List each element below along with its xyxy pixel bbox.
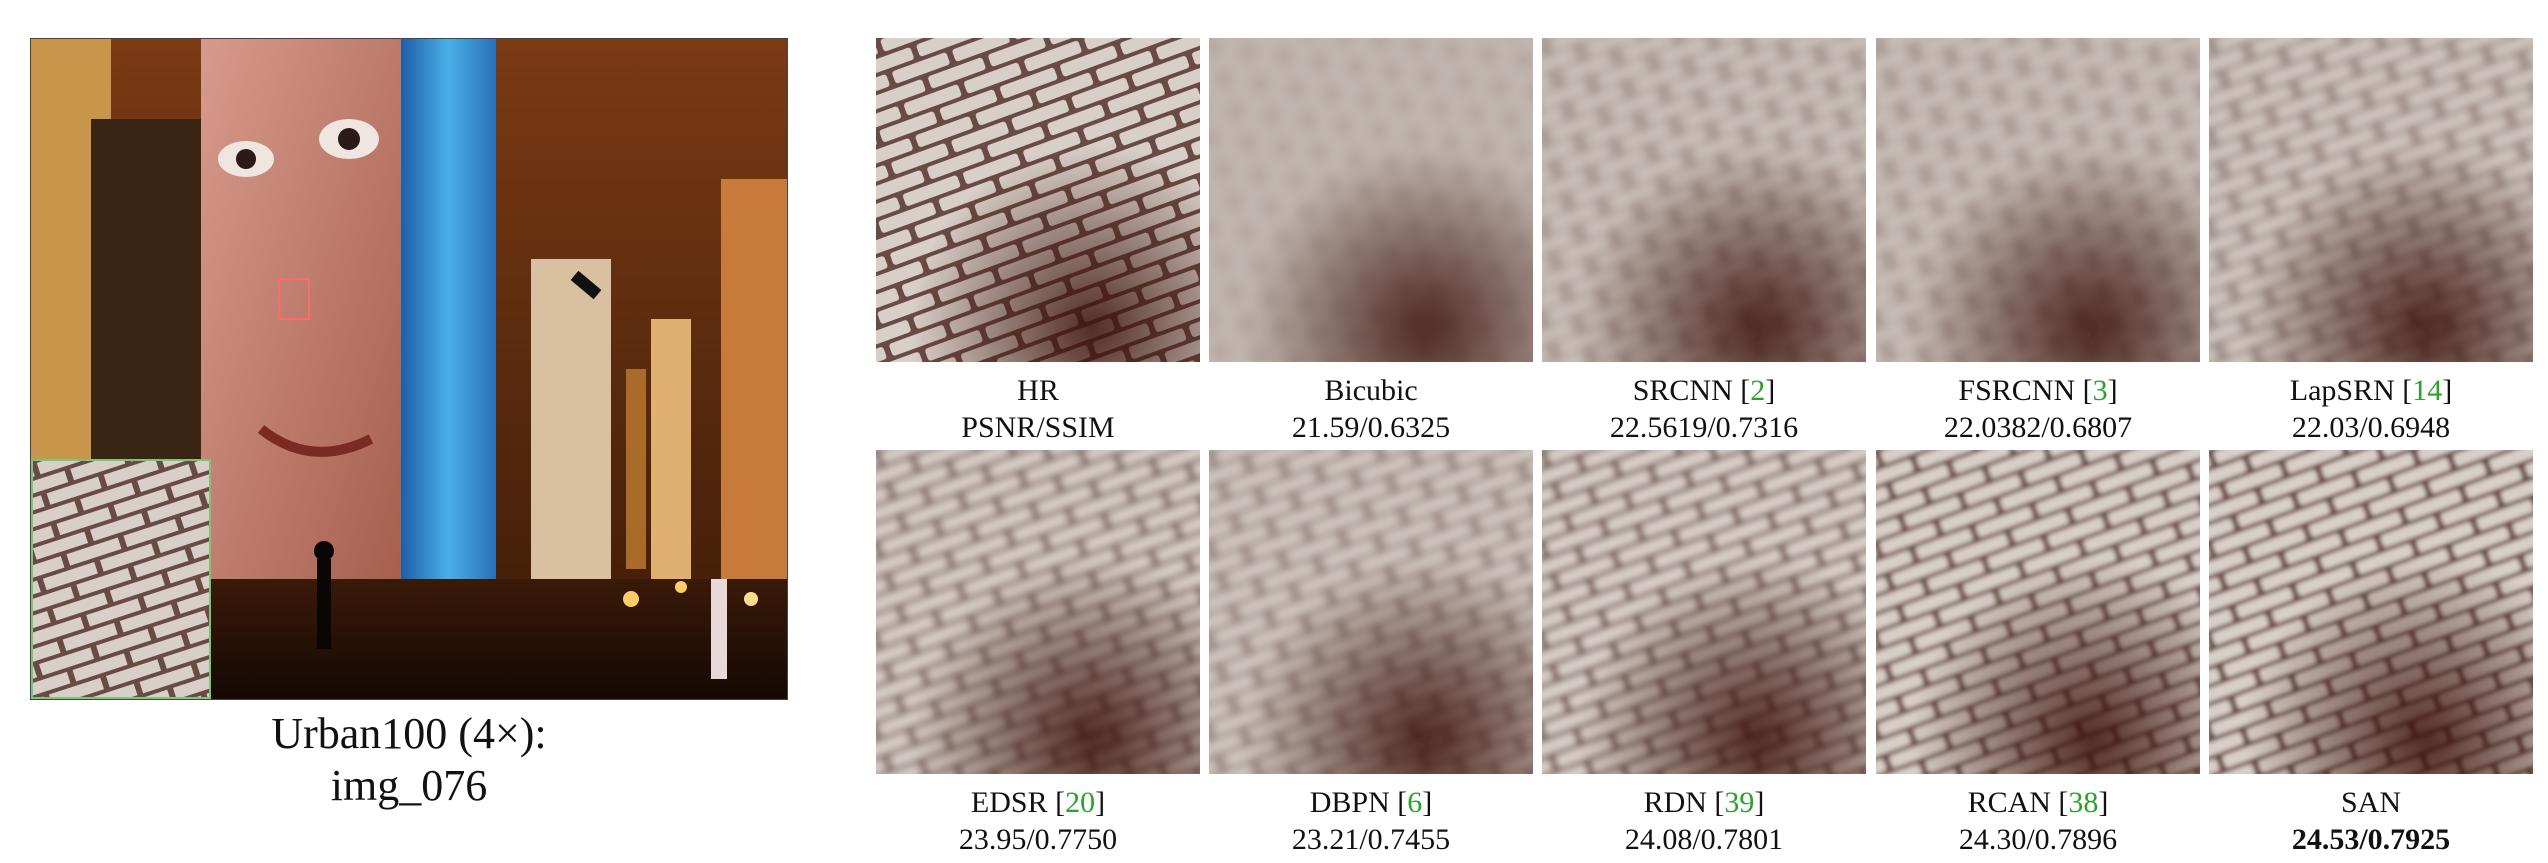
method-patch-image (1209, 450, 1533, 774)
method-label: HR PSNR/SSIM (876, 372, 1200, 446)
method-cell: SAN 24.53/0.7925 (2209, 450, 2533, 858)
method-label: EDSR [20] 23.95/0.7750 (876, 784, 1200, 858)
method-name-text: RDN (1643, 786, 1715, 819)
method-cell: EDSR [20] 23.95/0.7750 (876, 450, 1200, 858)
method-name: HR (876, 372, 1200, 409)
citation-bracket-open: [ (1740, 374, 1751, 407)
brick-texture-inset (33, 461, 209, 697)
psnr-ssim-score: 23.95/0.7750 (958, 823, 1118, 856)
citation-bracket-open: [ (2058, 786, 2069, 819)
brick-texture-patch (1209, 450, 1533, 774)
method-name-text: SAN (2340, 786, 2401, 819)
dataset-label: Urban100 (4×): (271, 709, 547, 758)
citation-bracket-close: ] (2098, 786, 2109, 819)
method-cell: HR PSNR/SSIM (876, 38, 1200, 446)
citation-link[interactable]: 14 (2412, 374, 2443, 407)
method-cell: LapSRN [14] 22.03/0.6948 (2209, 38, 2533, 446)
method-patch-image (1876, 38, 2200, 362)
method-name: SAN (2209, 784, 2533, 821)
citation-bracket-close: ] (1765, 374, 1776, 407)
brick-texture-patch (1876, 450, 2200, 774)
method-name: FSRCNN [3] (1876, 372, 2200, 409)
zoom-inset (31, 459, 211, 699)
citation-link[interactable]: 20 (1065, 786, 1096, 819)
method-cell: RCAN [38] 24.30/0.7896 (1876, 450, 2200, 858)
method-cell: RDN [39] 24.08/0.7801 (1542, 450, 1866, 858)
method-name: EDSR [20] (876, 784, 1200, 821)
citation-bracket-close: ] (2107, 374, 2118, 407)
psnr-ssim-score: 22.0382/0.6807 (1943, 411, 2133, 444)
method-label: SAN 24.53/0.7925 (2209, 784, 2533, 858)
method-name: SRCNN [2] (1542, 372, 1866, 409)
brick-texture-patch (876, 450, 1200, 774)
brick-texture-patch (2209, 38, 2533, 362)
method-name-text: DBPN (1309, 786, 1398, 819)
scene-caption: Urban100 (4×): img_076 (30, 708, 788, 812)
citation-bracket-close: ] (1422, 786, 1433, 819)
brick-texture-patch (2209, 450, 2533, 774)
method-name-text: FSRCNN (1958, 374, 2083, 407)
method-cell: SRCNN [2] 22.5619/0.7316 (1542, 38, 1866, 446)
method-name: Bicubic (1209, 372, 1533, 409)
method-name-text: EDSR (970, 786, 1056, 819)
brick-texture-patch (1542, 450, 1866, 774)
psnr-ssim-score: 23.21/0.7455 (1291, 823, 1451, 856)
method-label: Bicubic 21.59/0.6325 (1209, 372, 1533, 446)
method-name: RDN [39] (1542, 784, 1866, 821)
method-label: DBPN [6] 23.21/0.7455 (1209, 784, 1533, 858)
method-label: SRCNN [2] 22.5619/0.7316 (1542, 372, 1866, 446)
method-name: RCAN [38] (1876, 784, 2200, 821)
brick-texture-patch (1209, 38, 1533, 362)
psnr-ssim-score: 24.53/0.7925 (2291, 823, 2451, 856)
brick-texture-patch (1876, 38, 2200, 362)
method-patch-image (2209, 38, 2533, 362)
method-cell: DBPN [6] 23.21/0.7455 (1209, 450, 1533, 858)
image-id-label: img_076 (330, 761, 488, 810)
psnr-ssim-score: 24.08/0.7801 (1624, 823, 1784, 856)
method-cell: Bicubic 21.59/0.6325 (1209, 38, 1533, 446)
citation-link[interactable]: 3 (2092, 374, 2108, 407)
citation-link[interactable]: 39 (1724, 786, 1755, 819)
urban-scene-illustration (31, 39, 787, 699)
citation-bracket-close: ] (1754, 786, 1765, 819)
method-name-text: LapSRN (2289, 374, 2403, 407)
method-label: LapSRN [14] 22.03/0.6948 (2209, 372, 2533, 446)
citation-link[interactable]: 38 (2068, 786, 2099, 819)
method-label: RDN [39] 24.08/0.7801 (1542, 784, 1866, 858)
method-name-text: Bicubic (1324, 374, 1418, 407)
method-patch-image (1542, 450, 1866, 774)
citation-bracket-close: ] (1095, 786, 1106, 819)
citation-bracket-open: [ (2402, 374, 2413, 407)
method-name-text: HR (1017, 374, 1059, 407)
psnr-ssim-score: 24.30/0.7896 (1958, 823, 2118, 856)
citation-bracket-open: [ (1714, 786, 1725, 819)
method-name-text: RCAN (1967, 786, 2059, 819)
citation-bracket-open: [ (2082, 374, 2093, 407)
citation-bracket-close: ] (2442, 374, 2453, 407)
method-patch-image (1209, 38, 1533, 362)
brick-texture-patch (876, 38, 1200, 362)
method-cell: FSRCNN [3] 22.0382/0.6807 (1876, 38, 2200, 446)
citation-bracket-open: [ (1055, 786, 1066, 819)
citation-link[interactable]: 2 (1750, 374, 1766, 407)
method-patch-image (1876, 450, 2200, 774)
method-name: LapSRN [14] (2209, 372, 2533, 409)
method-patch-image (1542, 38, 1866, 362)
psnr-ssim-score: 21.59/0.6325 (1291, 411, 1451, 444)
psnr-ssim-score: PSNR/SSIM (961, 411, 1115, 444)
method-patch-image (876, 38, 1200, 362)
method-patch-image (2209, 450, 2533, 774)
scene-image (30, 38, 788, 700)
citation-bracket-open: [ (1397, 786, 1408, 819)
brick-texture-patch (1542, 38, 1866, 362)
method-label: RCAN [38] 24.30/0.7896 (1876, 784, 2200, 858)
citation-link[interactable]: 6 (1407, 786, 1423, 819)
method-name-text: SRCNN (1632, 374, 1741, 407)
psnr-ssim-score: 22.03/0.6948 (2291, 411, 2451, 444)
method-label: FSRCNN [3] 22.0382/0.6807 (1876, 372, 2200, 446)
method-patch-image (876, 450, 1200, 774)
psnr-ssim-score: 22.5619/0.7316 (1609, 411, 1799, 444)
method-name: DBPN [6] (1209, 784, 1533, 821)
